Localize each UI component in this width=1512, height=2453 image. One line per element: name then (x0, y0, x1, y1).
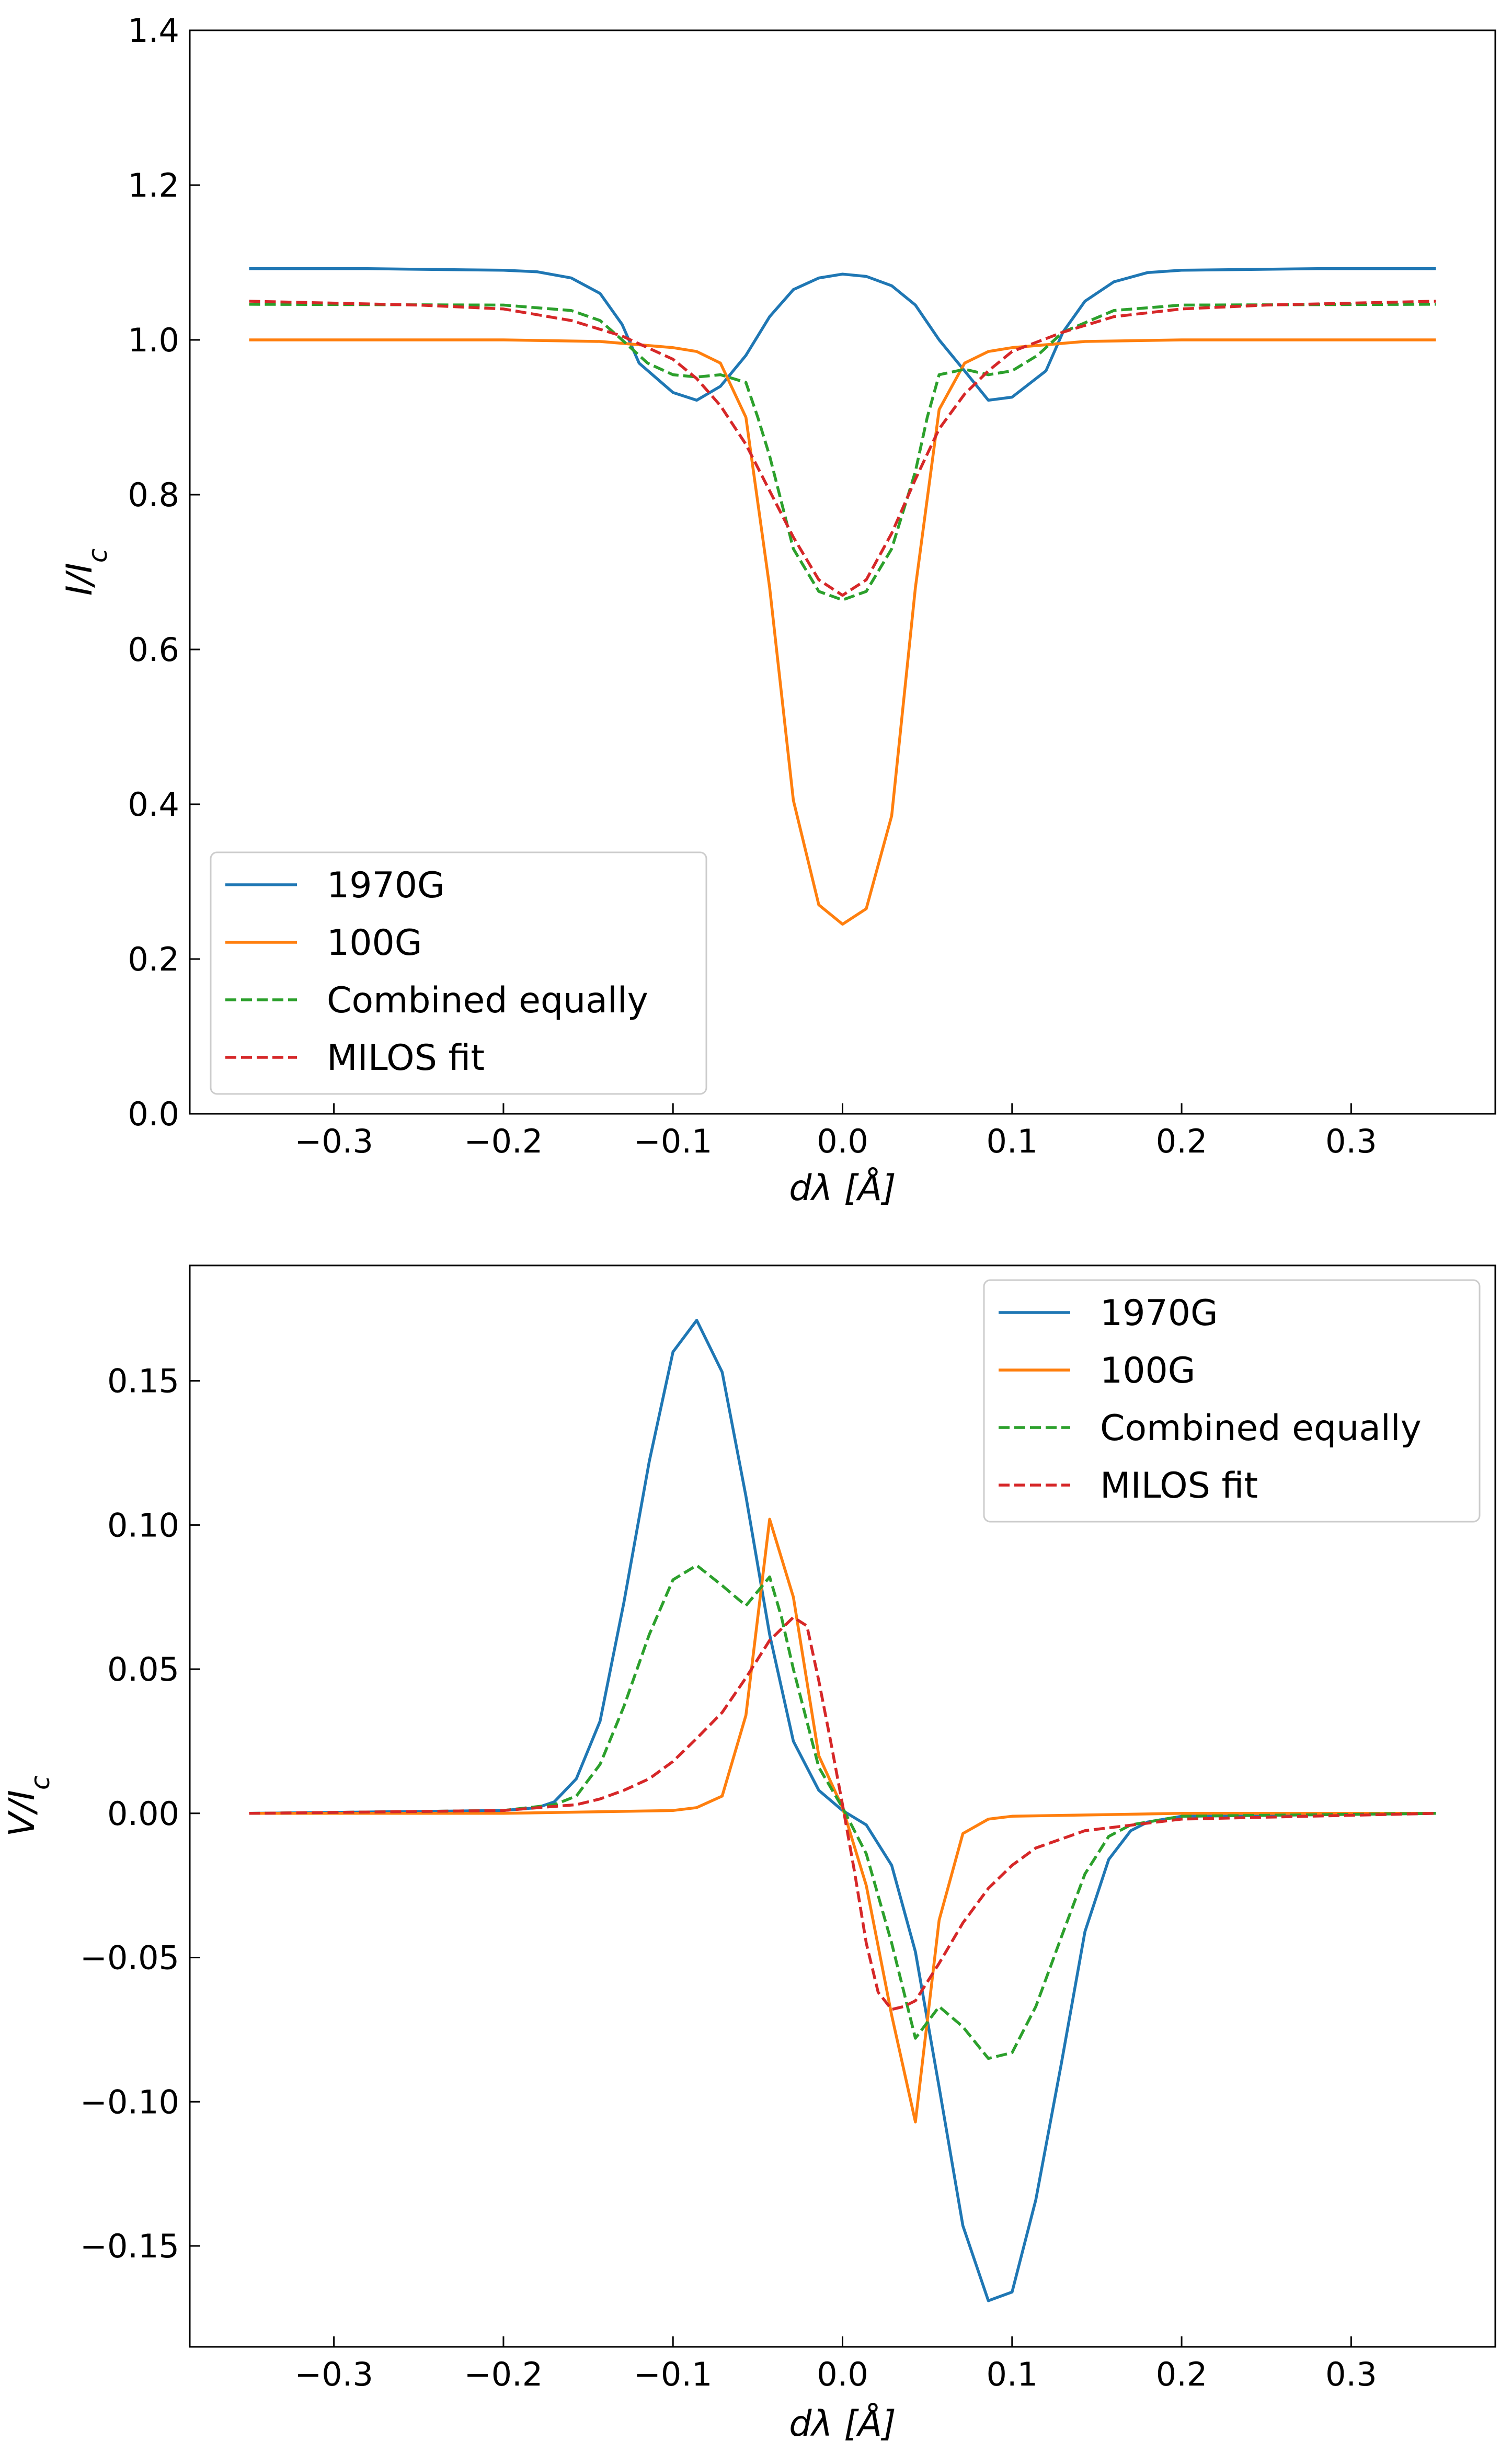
series-line-100g (249, 1518, 1436, 2124)
x-tick-label: 0.0 (817, 1122, 868, 1160)
x-tick-label: −0.1 (634, 1122, 713, 1160)
y-tick-label: 0.05 (107, 1650, 179, 1688)
x-tick-label: −0.3 (294, 1122, 373, 1160)
y-tick-label: −0.10 (80, 2083, 179, 2121)
y-axis-label: I/Ic (59, 549, 113, 596)
legend-label-combined-equally: Combined equally (327, 980, 648, 1021)
y-tick-label: 0.4 (128, 785, 179, 824)
x-tick-label: −0.2 (464, 2355, 543, 2393)
y-tick-label: 0.15 (107, 1362, 179, 1400)
legend-box (210, 851, 707, 1095)
legend-label-milos-fit: MILOS fit (327, 1037, 485, 1079)
x-tick-label: 0.2 (1156, 1122, 1208, 1160)
y-tick-label: 1.0 (128, 321, 179, 359)
x-axis-label: dλ [Å] (789, 1167, 896, 1209)
y-tick-label: 0.6 (128, 631, 179, 669)
x-tick-label: −0.3 (294, 2355, 373, 2393)
y-tick-label: 0.10 (107, 1506, 179, 1544)
legend-label-1970g: 1970G (1100, 1293, 1218, 1334)
series-group (249, 267, 1436, 926)
x-tick-label: 0.1 (986, 2355, 1038, 2393)
y-tick-label: 0.00 (107, 1795, 179, 1833)
series-line-milos-fit (249, 1616, 1436, 2011)
x-tick-label: 0.3 (1325, 2355, 1377, 2393)
x-tick-label: 0.0 (817, 2355, 868, 2393)
x-tick-label: 0.1 (986, 1122, 1038, 1160)
y-axis-label: V/Ic (2, 1776, 55, 1837)
intensity-chart: −0.3 −0.2 −0.1 0.0 0.1 0.2 0.3 0.0 0.2 0.4 0.6 0.8 1… (59, 12, 1496, 1209)
y-tick-label: 1.2 (128, 166, 179, 204)
x-tick-label: −0.1 (634, 2355, 713, 2393)
legend-label-100g: 100G (327, 922, 422, 964)
legend-box (983, 1279, 1481, 1523)
y-tick-label: −0.05 (80, 1939, 179, 1977)
series-group (249, 1319, 1436, 2302)
legend-label-1970g: 1970G (327, 865, 445, 906)
series-line-1970g (249, 267, 1436, 402)
y-tick-label: 0.2 (128, 940, 179, 978)
x-axis-label: dλ [Å] (789, 2402, 896, 2445)
x-tick-label: 0.2 (1156, 2355, 1208, 2393)
series-line-100g (249, 338, 1436, 926)
series-line-milos-fit (249, 300, 1436, 597)
y-tick-label: 1.4 (128, 12, 179, 50)
legend: 1970G 100G Combined equally MILOS fit (210, 851, 707, 1095)
x-tick-label: 0.3 (1325, 1122, 1377, 1160)
legend-label-milos-fit: MILOS fit (1100, 1465, 1258, 1507)
series-line-combined-equally (249, 1564, 1436, 2060)
y-tick-label: 0.8 (128, 476, 179, 514)
legend-label-combined-equally: Combined equally (1100, 1408, 1422, 1449)
y-tick-label: −0.15 (80, 2227, 179, 2265)
legend: 1970G 100G Combined equally MILOS fit (983, 1279, 1481, 1523)
stokes-v-chart: −0.3 −0.2 −0.1 0.0 0.1 0.2 0.3 −0.15 −0.10 −0.05 0… (2, 1264, 1496, 2445)
legend-label-100g: 100G (1100, 1350, 1195, 1391)
y-tick-label: 0.0 (128, 1095, 179, 1133)
x-tick-label: −0.2 (464, 1122, 543, 1160)
series-line-combined-equally (249, 303, 1436, 602)
